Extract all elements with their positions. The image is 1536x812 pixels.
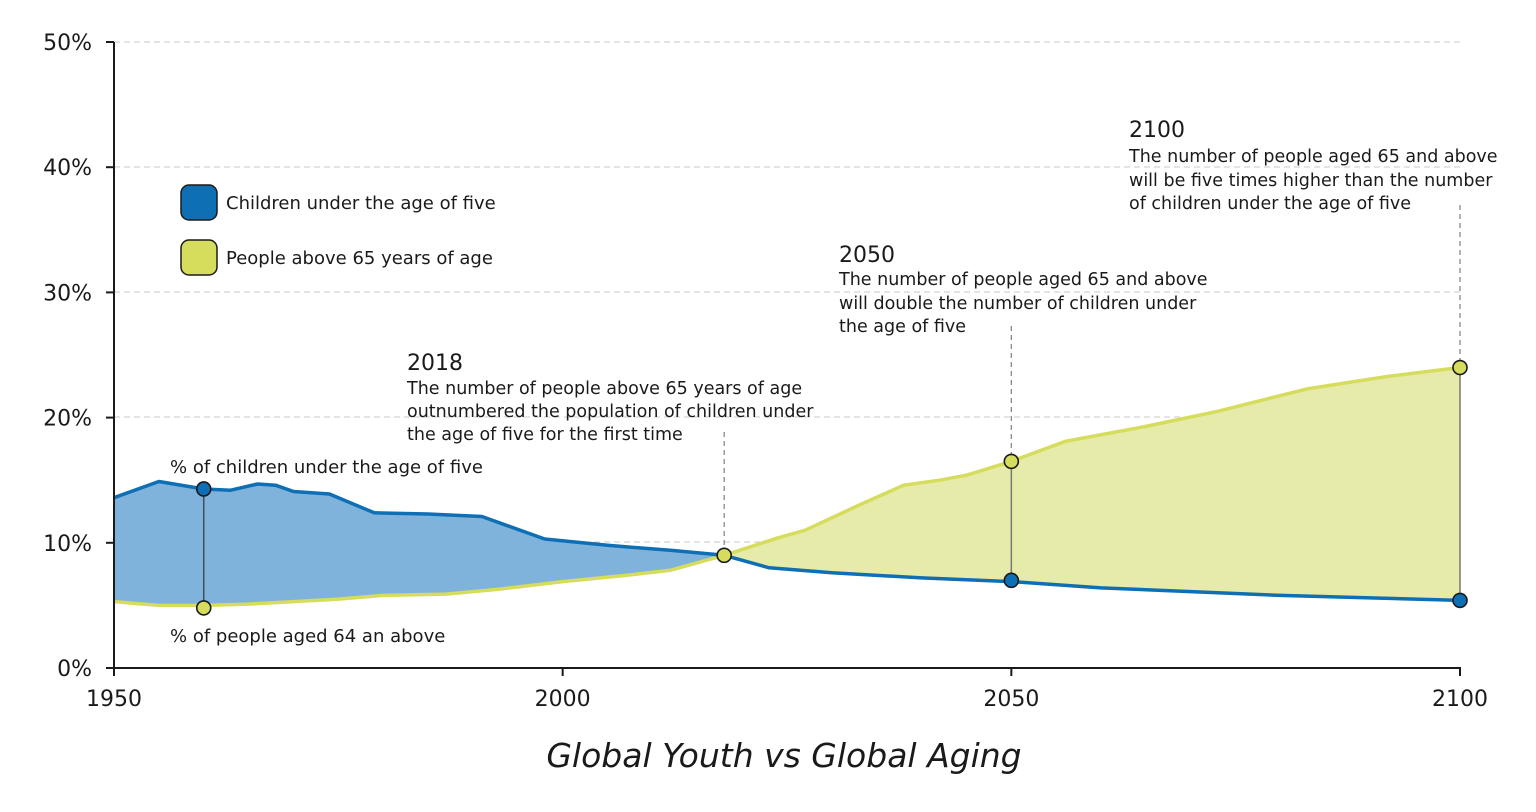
annotation-2018-line-1: The number of people above 65 years of a… [406,379,802,399]
marker-2100-aged [1452,359,1468,376]
annotation-2018-line-3: the age of five for the first time [407,425,683,445]
x-tick-label: 2000 [535,687,591,712]
marker-1960-youth [195,481,212,497]
y-tick-label: 0% [57,657,92,682]
x-tick-label: 1950 [86,687,142,712]
chart-title: Global Youth vs Global Aging [546,736,1022,775]
annotation-2018-line-2: outnumbered the population of children u… [407,402,814,422]
annotation-2100-year: 2100 [1129,118,1185,143]
aged-series-line [113,365,1461,608]
annotations: % of children under the age of five % of… [170,118,1498,647]
data-markers [195,359,1468,616]
y-tick-label: 30% [43,281,92,306]
marker-1960-aged [195,600,212,616]
legend-swatch-children [180,184,218,221]
marker-2050-youth [1003,572,1020,589]
marker-2018-crossing [716,547,732,564]
y-tick-label: 20% [43,407,92,432]
aged-percent-label: % of people aged 64 an above [170,626,445,647]
x-axis-ticks: 1950 2000 2050 2100 [86,668,1488,712]
annotation-2050-year: 2050 [839,243,895,268]
y-tick-label: 40% [43,156,92,181]
callout-lines [202,205,1461,608]
annotation-2100-line-3: of children under the age of five [1129,194,1411,214]
plot-area [113,365,1461,608]
annotation-2018-year: 2018 [407,351,463,376]
y-axis-ticks: 0% 10% 20% 30% 40% 50% [43,31,114,682]
y-tick-label: 10% [43,532,92,557]
annotation-2100-line-2: will be five times higher than the numbe… [1129,171,1493,191]
aged-surplus-area [724,367,1460,601]
marker-2050-aged [1003,453,1020,470]
annotation-2050-line-2: will double the number of children under [839,294,1197,314]
annotation-2050-line-3: the age of five [839,317,966,337]
annotation-2050-line-1: The number of people aged 65 and above [838,270,1208,290]
annotation-2100-line-1: The number of people aged 65 and above [1128,147,1498,167]
youth-surplus-area [114,481,725,606]
axes: 0% 10% 20% 30% 40% 50% 1950 2000 2050 2100 [43,31,1488,712]
legend-swatch-aged [180,239,218,276]
x-tick-label: 2100 [1432,687,1488,712]
x-tick-label: 2050 [983,687,1039,712]
marker-2100-youth [1452,592,1468,609]
legend-label-aged: People above 65 years of age [226,248,493,269]
children-percent-label: % of children under the age of five [170,457,483,478]
youth-series-line [113,479,1461,603]
legend-label-children: Children under the age of five [226,193,496,214]
chart-canvas: 0% 10% 20% 30% 40% 50% 1950 2000 2050 2100 Child… [43,31,1498,712]
y-tick-label: 50% [43,31,92,56]
legend: Children under the age of five People ab… [180,184,496,276]
